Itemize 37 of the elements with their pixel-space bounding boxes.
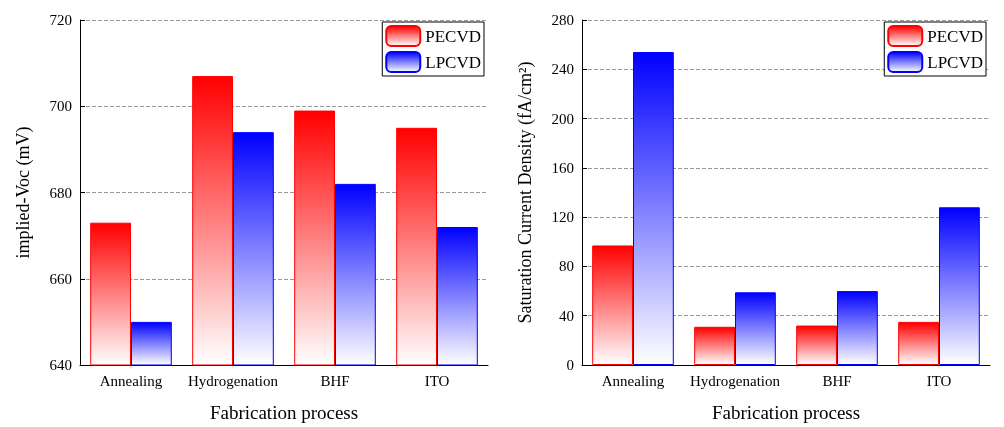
y-tick-label: 720 bbox=[49, 12, 72, 28]
bar bbox=[898, 321, 939, 365]
x-tick-label: Hydrogenation bbox=[690, 372, 781, 389]
y-tick-label: 80 bbox=[559, 258, 574, 275]
x-tick-label: Hydrogenation bbox=[188, 372, 279, 389]
x-tick-label: BHF bbox=[822, 372, 852, 389]
y-tick-label: 200 bbox=[551, 110, 574, 127]
y-axis-title: Saturation Current Density (fA/cm²) bbox=[515, 61, 536, 324]
bar bbox=[735, 292, 776, 365]
legend-label: PECVD bbox=[425, 26, 481, 46]
y-axis-title: implied-Voc (mV) bbox=[13, 126, 34, 259]
x-tick-label: BHF bbox=[320, 372, 350, 389]
y-tick-label: 640 bbox=[49, 357, 72, 373]
y-tick-label: 280 bbox=[551, 12, 574, 28]
x-axis-title: Fabrication process bbox=[711, 402, 861, 423]
y-tick-label: 240 bbox=[551, 61, 574, 78]
bar bbox=[837, 291, 878, 365]
x-tick-label: ITO bbox=[926, 372, 952, 389]
x-tick-label: Annealing bbox=[601, 372, 665, 389]
bar bbox=[796, 325, 837, 365]
bar bbox=[592, 245, 633, 365]
y-tick-label: 40 bbox=[559, 307, 574, 324]
y-tick-label: 160 bbox=[551, 159, 574, 176]
bar bbox=[939, 207, 980, 365]
x-tick-label: ITO bbox=[424, 372, 450, 389]
legend-label: LPCVD bbox=[425, 52, 481, 72]
y-tick-label: 700 bbox=[49, 98, 72, 115]
legend-label: LPCVD bbox=[927, 52, 983, 72]
bar bbox=[633, 52, 674, 365]
bar bbox=[694, 326, 735, 365]
x-axis-title: Fabrication process bbox=[209, 402, 359, 423]
y-tick-label: 0 bbox=[566, 357, 574, 373]
x-tick-label: Annealing bbox=[99, 372, 163, 389]
y-tick-label: 680 bbox=[49, 184, 72, 201]
legend-label: PECVD bbox=[927, 26, 983, 46]
y-tick-label: 120 bbox=[551, 209, 574, 226]
y-tick-label: 660 bbox=[49, 270, 72, 287]
